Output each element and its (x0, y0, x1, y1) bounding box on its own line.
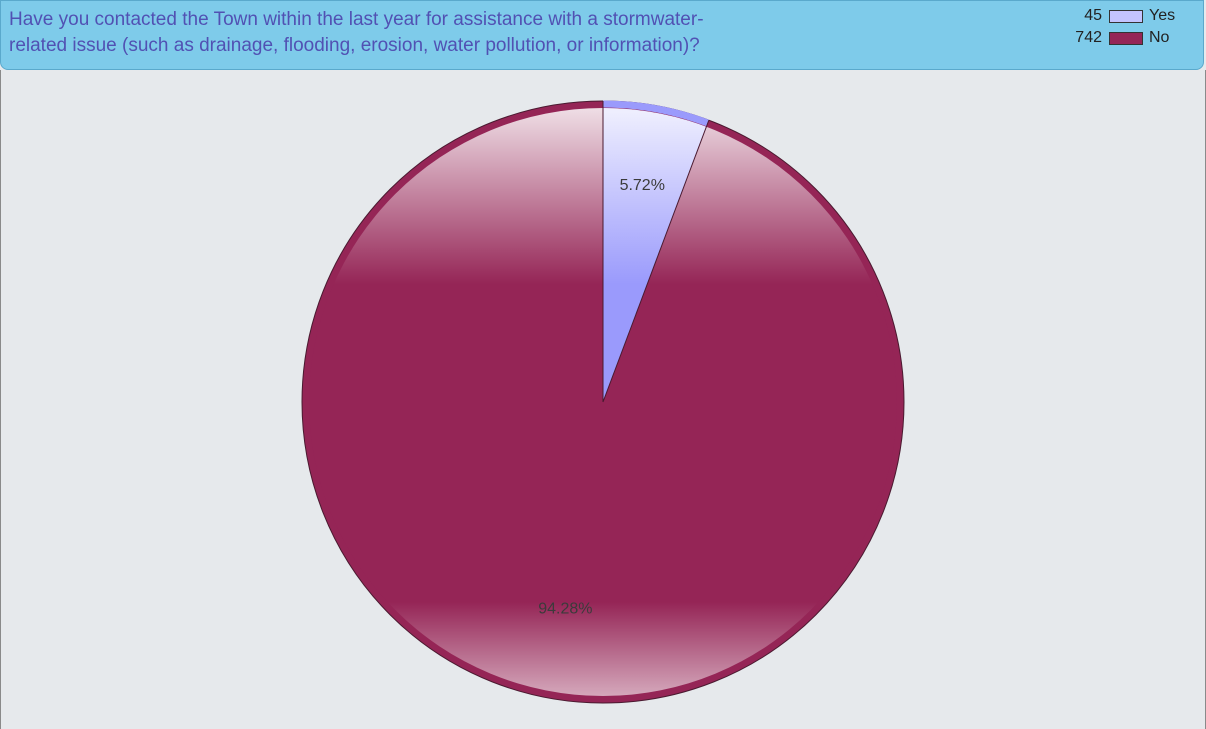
pie-label-no: 94.28% (538, 601, 592, 618)
legend-swatch-no (1109, 32, 1143, 45)
chart-legend: 45 Yes 742 No (1060, 5, 1183, 49)
legend-item-no: 742 No (1060, 27, 1183, 49)
chart-title-line-1: Have you contacted the Town within the l… (9, 7, 999, 33)
pie-label-yes: 5.72% (620, 177, 665, 194)
legend-item-yes: 45 Yes (1060, 5, 1183, 27)
legend-label-yes: Yes (1149, 7, 1183, 25)
legend-count-no: 742 (1060, 29, 1102, 47)
legend-swatch-yes (1109, 10, 1143, 23)
legend-label-no: No (1149, 29, 1183, 47)
pie-chart: 5.72% 94.28% (1, 70, 1206, 729)
chart-title-line-2: related issue (such as drainage, floodin… (9, 33, 999, 59)
chart-header: Have you contacted the Town within the l… (0, 0, 1204, 70)
chart-title: Have you contacted the Town within the l… (9, 7, 999, 59)
chart-plot-area: 5.72% 94.28% (0, 70, 1206, 729)
legend-count-yes: 45 (1060, 7, 1102, 25)
